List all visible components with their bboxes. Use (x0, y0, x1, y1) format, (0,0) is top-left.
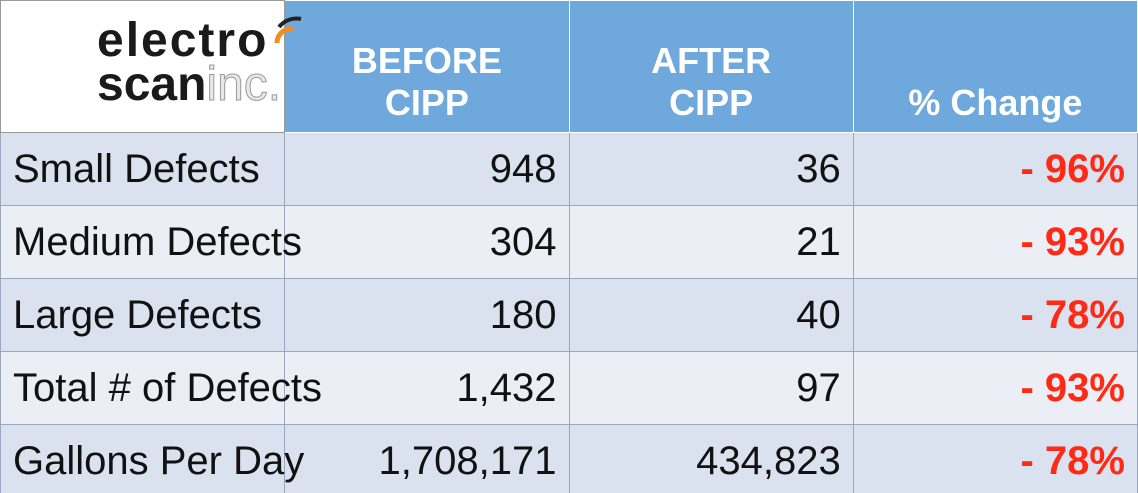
row-label: Gallons Per Day (0, 424, 304, 493)
header-cell: % Change (852, 0, 1138, 133)
header-text: CIPP (384, 82, 469, 123)
value-cell: 1,432 (284, 351, 570, 425)
value-cell: 434,823 (568, 424, 854, 493)
value-cell: 948 (284, 132, 570, 206)
header-text: AFTER (651, 40, 772, 81)
header-cell: BEFORE CIPP (284, 0, 570, 133)
header-text: CIPP (669, 82, 754, 123)
value-cell: 40 (568, 278, 854, 352)
change-cell: - 93% (852, 205, 1138, 279)
change-cell: - 96% (852, 132, 1138, 206)
row-label: Medium Defects (0, 205, 302, 279)
change-cell: - 93% (852, 351, 1138, 425)
logo-line2: scaninc. (97, 60, 282, 109)
header-text: BEFORE (351, 40, 502, 81)
value-cell: 1,708,171 (284, 424, 570, 493)
logo-icon (274, 16, 302, 44)
table-row: Total # of Defects 1,432 97- 93% (0, 351, 1138, 425)
header-cell: AFTER CIPP (568, 0, 854, 133)
logo-bold: scan (97, 57, 207, 111)
change-cell: - 78% (852, 424, 1138, 493)
logo-light: inc. (206, 57, 282, 111)
table-row: Small Defects 948 36- 96% (0, 132, 1138, 206)
value-cell: 21 (568, 205, 854, 279)
logo-line1: electro (97, 13, 269, 67)
value-cell: 36 (568, 132, 854, 206)
row-label: Total # of Defects (0, 351, 322, 425)
header-row: electro scaninc. BEFORE CIPP AFTER CIPP % … (0, 0, 1138, 133)
table-row: Gallons Per Day 1,708,171 434,823- 78% (0, 424, 1138, 493)
change-cell: - 78% (852, 278, 1138, 352)
value-cell: 180 (284, 278, 570, 352)
value-cell: 304 (284, 205, 570, 279)
header-text: % Change (908, 82, 1083, 123)
row-label: Small Defects (0, 132, 286, 206)
table-row: Large Defects 180 40- 78% (0, 278, 1138, 352)
row-label: Large Defects (0, 278, 286, 352)
logo: electro scaninc. (0, 0, 302, 133)
value-cell: 97 (568, 351, 854, 425)
table-row: Medium Defects 304 21- 93% (0, 205, 1138, 279)
